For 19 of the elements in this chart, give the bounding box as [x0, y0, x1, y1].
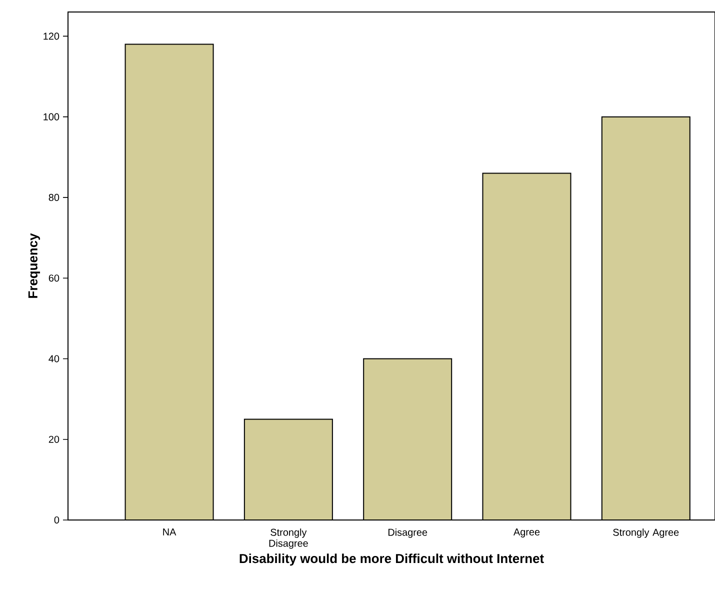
y-tick-label: 100 [44, 113, 60, 120]
x-tick-label: Disagree [388, 528, 428, 538]
bar [482, 172, 572, 520]
x-axis-title: Disability would be more Difficult without Internet [240, 554, 544, 566]
y-tick-label: 60 [48, 274, 60, 282]
y-tick-label: 40 [48, 355, 60, 362]
y-tick-label: 0 [54, 516, 60, 524]
y-tick-label: 80 [48, 194, 60, 201]
y-axis-title: Frequency [28, 233, 40, 298]
bar [601, 116, 690, 520]
x-tick-label: NA [163, 528, 176, 536]
x-tick-label: Strongly Agree [613, 528, 679, 538]
x-tick-label: Strongly Disagree [269, 528, 308, 549]
bar [124, 44, 214, 520]
bar [244, 419, 332, 520]
y-tick-label: 20 [48, 436, 60, 443]
bar [363, 358, 452, 520]
x-tick-label: Agree [513, 528, 540, 538]
y-tick-label: 120 [44, 32, 60, 40]
